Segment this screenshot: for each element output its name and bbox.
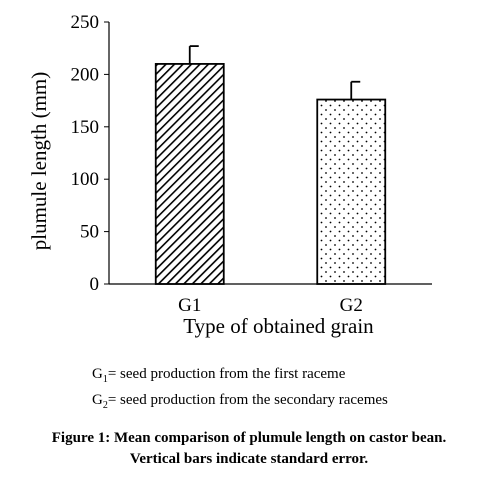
bars: [154, 45, 387, 285]
x-axis-title: Type of obtained grain: [183, 314, 374, 338]
y-tick-label: 0: [90, 274, 100, 295]
y-tick-label: 50: [80, 222, 99, 243]
y-tick-label: 250: [71, 12, 100, 33]
y-axis-title: plumule length (mm): [27, 72, 51, 250]
x-axis-ticks: G1 G2: [178, 295, 363, 316]
bar-g2: [316, 98, 387, 285]
legend-notes: G1= seed production from the first racem…: [92, 364, 388, 416]
figure-caption: Figure 1: Mean comparison of plumule len…: [0, 428, 498, 470]
bar-chart: 0 50 100 150 200 250 G1 G2 plumule length (mm)…: [27, 12, 432, 338]
y-tick-label: 200: [71, 64, 100, 85]
y-tick-label: 150: [71, 117, 100, 138]
caption-line-2: Vertical bars indicate standard error.: [129, 451, 369, 467]
y-tick-label: 100: [71, 169, 100, 190]
y-axis-ticks: 0 50 100 150 200 250: [71, 12, 109, 295]
note-g2: G2= seed production from the secondary r…: [92, 392, 388, 411]
caption-line-1: Figure 1: Mean comparison of plumule len…: [51, 430, 447, 446]
x-tick-label: G2: [340, 295, 363, 316]
x-tick-label: G1: [178, 295, 201, 316]
bar-g1: [154, 63, 225, 285]
note-g1: G1= seed production from the first racem…: [92, 366, 346, 385]
